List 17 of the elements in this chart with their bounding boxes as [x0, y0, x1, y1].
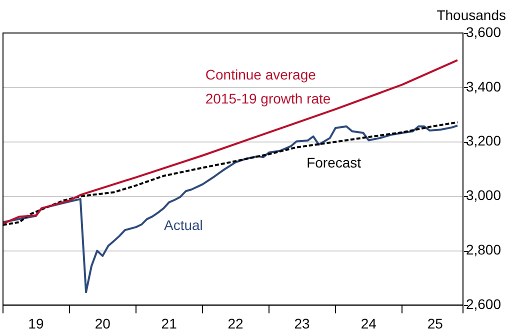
y-tick-label: 2,600 — [466, 296, 502, 312]
y-tick-label: 3,000 — [466, 187, 502, 204]
y-axis-title: Thousands — [436, 6, 506, 23]
x-tick-label: 23 — [294, 315, 310, 332]
x-tick-label: 20 — [94, 315, 111, 332]
series-label: Continue average 2015-19 growth rate — [205, 66, 331, 106]
y-tick-label: 3,200 — [466, 132, 502, 149]
y-tick-label: 2,800 — [466, 242, 502, 258]
x-tick-label: 25 — [427, 315, 444, 332]
x-tick-label: 19 — [28, 315, 44, 332]
x-tick-label: 21 — [161, 315, 178, 332]
series-label: Forecast — [306, 154, 362, 171]
y-tick-label: 3,400 — [466, 78, 502, 94]
x-tick-label: 24 — [360, 315, 377, 332]
x-tick-label: 22 — [228, 315, 244, 332]
series-label: Actual — [164, 217, 203, 234]
y-tick-label: 3,600 — [466, 24, 502, 40]
